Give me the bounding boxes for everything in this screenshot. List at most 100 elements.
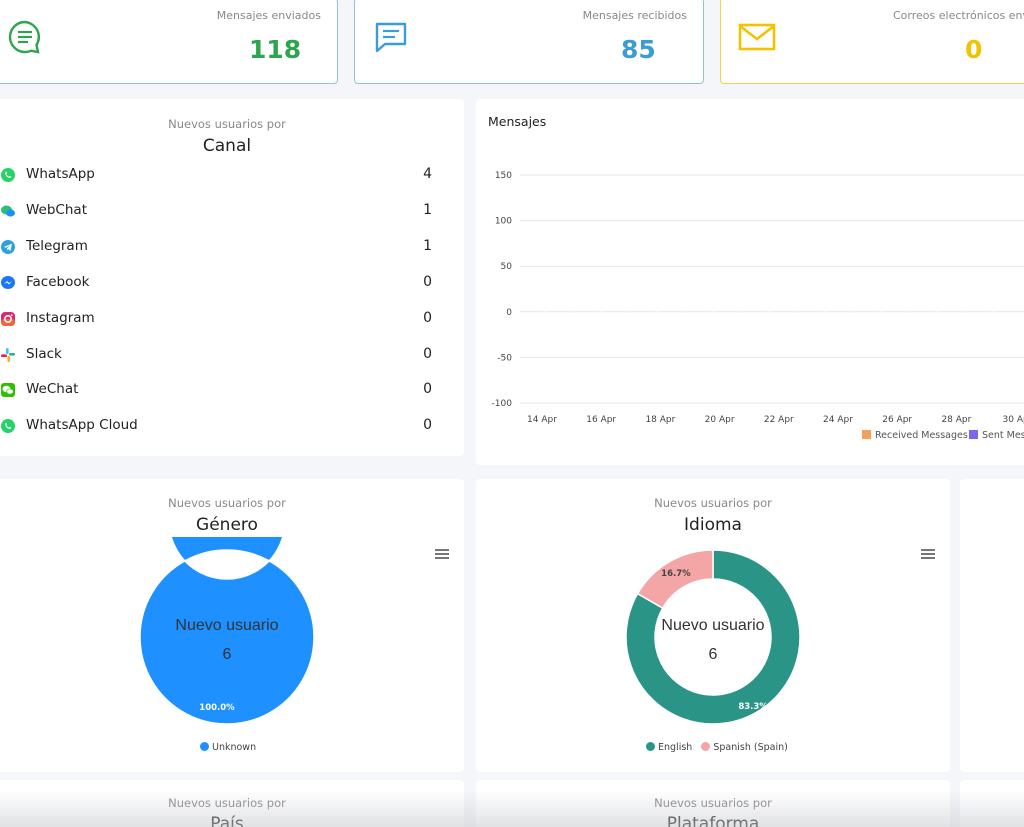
donut-center-label: Nuevo usuario	[175, 617, 278, 634]
messenger-icon	[1, 275, 15, 289]
messages-line-chart: 150 100 50 0 -50 -100 14 Apr 16 Apr 18 Apr 20 Apr…	[492, 171, 1024, 441]
envelope-icon	[738, 23, 776, 51]
stat-label: Mensajes enviados	[216, 9, 321, 22]
language-donut-chart: 83.3% 16.7% Nuevo usuario 6	[625, 549, 801, 725]
channel-name: WebChat	[26, 201, 87, 218]
card-title: Género	[196, 515, 258, 535]
channel-row-instagram: Instagram 0	[0, 302, 454, 338]
wechat-icon	[1, 383, 15, 398]
instagram-icon	[1, 311, 15, 326]
card-subtitle: Nuevos usuarios por	[168, 796, 286, 810]
channel-row-telegram: Telegram 1	[0, 230, 454, 266]
telegram-icon	[1, 239, 15, 254]
y-tick-label: 100	[495, 217, 512, 227]
gender-legend: Unknown	[200, 742, 256, 753]
y-tick-label: 50	[501, 262, 513, 272]
language-legend: English Spanish (Spain)	[646, 742, 788, 753]
channel-count: 1	[423, 237, 432, 254]
webchat-icon	[1, 205, 15, 217]
channel-name: Telegram	[26, 237, 88, 254]
stat-card-emails: Correos electrónicos env 0	[720, 0, 1024, 84]
channel-name: Facebook	[26, 273, 90, 290]
messages-chart-card: Mensajes 150 100 50 0 -50 -100 14 Apr 16 Apr 18 …	[476, 99, 1024, 465]
channel-name: Instagram	[26, 309, 95, 326]
message-square-icon	[375, 22, 407, 53]
x-tick-label: 24 Apr	[823, 415, 853, 425]
channel-name: WeChat	[26, 381, 79, 398]
language-card: Nuevos usuarios por Idioma 83.3% 16.7% Nue…	[476, 479, 950, 772]
channel-row-slack: Slack 0	[0, 338, 454, 374]
legend-label[interactable]: Sent Mess	[982, 430, 1024, 441]
channel-row-wechat: WeChat 0	[0, 373, 454, 409]
x-tick-label: 16 Apr	[586, 415, 616, 425]
card-title: Idioma	[684, 515, 742, 535]
country-card: Nuevos usuarios por País	[0, 780, 464, 827]
card-subtitle: Nuevos usuarios por	[168, 496, 286, 510]
chat-bubble-icon	[8, 20, 41, 54]
card-subtitle: Nuevos usuarios por	[168, 117, 286, 131]
channel-count: 0	[423, 273, 432, 290]
channel-row-webchat: WebChat 1	[0, 194, 454, 230]
legend-swatch	[862, 430, 871, 439]
stat-card-sent: Mensajes enviados 118	[0, 0, 338, 84]
channel-name: WhatsApp	[26, 166, 95, 182]
card-subtitle: Nuevos usuarios por	[654, 496, 772, 510]
x-tick-label: 18 Apr	[645, 415, 675, 425]
channel-count: 1	[423, 201, 432, 218]
legend-swatch	[969, 430, 978, 439]
channel-count: 0	[423, 381, 432, 398]
legend-label: English	[658, 742, 693, 753]
chart-menu-icon[interactable]	[921, 549, 935, 559]
donut-slice[interactable]	[625, 549, 801, 725]
donut-slice[interactable]	[636, 549, 714, 610]
whatsapp-icon	[1, 168, 15, 182]
card-title: Canal	[202, 136, 252, 156]
card-subtitle: Nuevos usuarios por	[654, 796, 772, 810]
platform-card: Nuevos usuarios por Plataforma	[476, 780, 950, 827]
channel-row-whatsapp: WhatsApp 4	[0, 158, 454, 194]
y-tick-label: -50	[497, 353, 512, 363]
card-title: Plataforma	[666, 814, 760, 827]
stat-value: 0	[965, 35, 983, 64]
channel-name: WhatsApp Cloud	[26, 417, 138, 434]
legend-dot	[200, 742, 209, 751]
y-tick-label: 0	[506, 308, 512, 318]
slice-percent-label: 100.0%	[199, 703, 235, 713]
whatsapp-cloud-icon	[1, 419, 15, 434]
slice-percent-label: 83.3%	[738, 702, 768, 712]
channel-count: 0	[423, 309, 432, 326]
y-tick-label: 150	[495, 171, 512, 181]
legend-dot	[701, 742, 711, 751]
gender-card: Nuevos usuarios por Género 100.0% Nuevo u…	[0, 479, 464, 772]
x-tick-label: 26 Apr	[882, 415, 912, 425]
donut-center-label: Nuevo usuario	[661, 617, 764, 634]
slack-icon	[1, 347, 15, 362]
channel-count: 0	[423, 417, 432, 434]
x-tick-label: 14 Apr	[527, 415, 557, 425]
stat-value: 118	[249, 35, 302, 64]
stat-label: Correos electrónicos env	[893, 9, 1024, 22]
chart-menu-icon[interactable]	[435, 549, 449, 559]
y-tick-label: -100	[492, 399, 513, 409]
stat-card-received: Mensajes recibidos 85	[354, 0, 704, 84]
x-tick-label: 30 Ap	[1003, 415, 1024, 425]
donut-slice[interactable]	[139, 537, 315, 725]
channel-name: Slack	[26, 345, 62, 362]
chart-title: Mensajes	[488, 114, 547, 129]
channel-row-whatsapp-cloud: WhatsApp Cloud 0	[0, 409, 454, 445]
channel-count: 0	[423, 345, 432, 362]
channel-card: Nuevos usuarios por Canal WhatsApp 4 WebCh…	[0, 99, 464, 456]
legend-label[interactable]: Received Messages	[875, 430, 968, 441]
donut-center-value: 6	[709, 646, 718, 663]
gender-donut-chart: 100.0% Nuevo usuario 6	[139, 537, 315, 725]
x-tick-label: 28 Apr	[941, 415, 971, 425]
channel-row-facebook: Facebook 0	[0, 266, 454, 302]
partial-card-right-bottom	[960, 780, 1024, 827]
stat-label: Mensajes recibidos	[582, 9, 687, 22]
x-tick-label: 20 Apr	[705, 415, 735, 425]
slice-percent-label: 16.7%	[661, 569, 691, 579]
legend-dot	[646, 742, 655, 751]
donut-center-value: 6	[223, 646, 232, 663]
legend-label: Unknown	[212, 742, 257, 753]
partial-card-right	[960, 479, 1024, 772]
